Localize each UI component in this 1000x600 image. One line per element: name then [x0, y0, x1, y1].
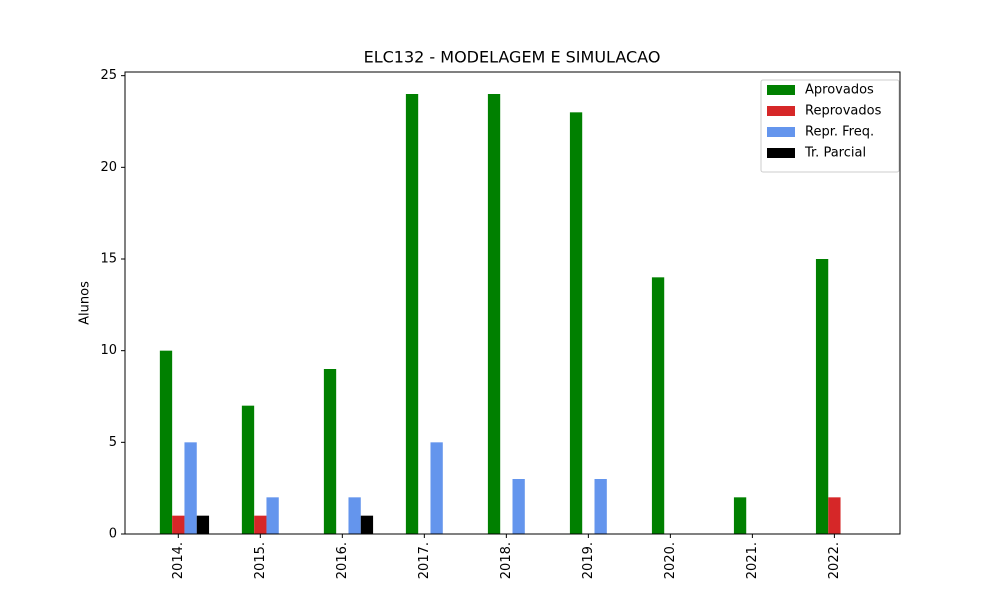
x-tick-label: 2018.: [499, 542, 514, 579]
x-tick-label: 2014.: [171, 542, 186, 579]
x-tick-label: 2016.: [335, 542, 350, 579]
bar: [430, 442, 443, 534]
bar: [241, 405, 255, 534]
y-tick-label: 0: [109, 527, 117, 542]
chart-title: ELC132 - MODELAGEM E SIMULACAO: [364, 48, 661, 67]
y-axis-label: Alunos: [78, 281, 93, 325]
bar: [651, 277, 665, 534]
bar: [254, 515, 267, 534]
legend-box: [760, 79, 900, 173]
bar: [487, 94, 501, 534]
legend-swatch: [767, 148, 795, 158]
plot-frame: [124, 71, 901, 535]
bar: [348, 497, 361, 534]
bar: [569, 112, 583, 534]
legend-label: Tr. Parcial: [804, 146, 866, 161]
y-tick-label: 15: [100, 252, 117, 267]
bar: [159, 350, 173, 534]
bar: [172, 515, 185, 534]
bar: [360, 515, 374, 534]
legend-swatch: [767, 106, 795, 116]
bar: [323, 369, 337, 534]
bar: [815, 259, 829, 534]
x-tick-label: 2021.: [745, 542, 760, 579]
legend-swatch: [767, 85, 795, 95]
bar: [405, 94, 419, 534]
y-tick-label: 5: [109, 435, 117, 450]
legend-label: Reprovados: [805, 104, 882, 119]
legend-label: Repr. Freq.: [805, 125, 874, 140]
y-tick-label: 25: [100, 68, 117, 83]
bar: [266, 497, 279, 534]
y-tick-label: 10: [100, 343, 117, 358]
bar: [594, 479, 607, 534]
y-tick-label: 20: [100, 160, 117, 175]
bar: [184, 442, 197, 534]
legend-swatch: [767, 127, 795, 137]
bar: [196, 515, 210, 534]
bar: [733, 497, 747, 534]
x-tick-label: 2015.: [253, 542, 268, 579]
x-tick-label: 2020.: [663, 542, 678, 579]
bar: [828, 497, 841, 534]
x-tick-label: 2022.: [827, 542, 842, 579]
bar: [512, 479, 525, 534]
legend-label: Aprovados: [805, 83, 874, 98]
x-tick-label: 2019.: [581, 542, 596, 579]
x-tick-label: 2017.: [417, 542, 432, 579]
